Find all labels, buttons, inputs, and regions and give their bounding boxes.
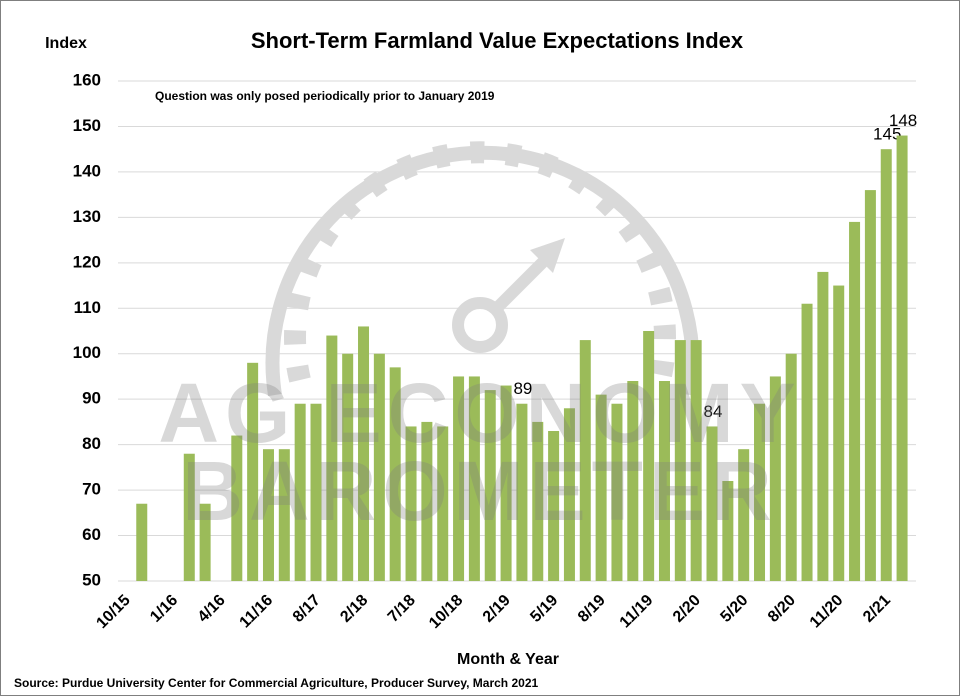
bar (247, 362, 259, 581)
watermark-arrow (530, 238, 565, 273)
data-label: 148 (889, 111, 917, 130)
source-note: Source: Purdue University Center for Com… (14, 676, 538, 690)
chart-title: Short-Term Farmland Value Expectations I… (251, 28, 744, 53)
watermark-rim (265, 145, 700, 397)
bar (643, 331, 655, 581)
bar (294, 403, 306, 581)
bar (358, 326, 370, 581)
y-tick-label: 70 (82, 480, 101, 499)
watermark (265, 141, 700, 397)
bar (849, 221, 861, 581)
bar (785, 353, 797, 581)
bar (611, 403, 623, 581)
data-label: 84 (704, 402, 723, 421)
watermark-hub (452, 297, 508, 353)
watermark-gauge (284, 141, 676, 383)
bar (738, 449, 750, 581)
annotation: Question was only posed periodically pri… (155, 89, 495, 103)
y-tick-label: 60 (82, 525, 101, 544)
bar (627, 381, 639, 581)
bar (437, 426, 449, 581)
bar (421, 421, 433, 581)
bar (136, 503, 148, 581)
y-tick-label: 150 (73, 116, 101, 135)
bar (563, 408, 575, 581)
bar (674, 340, 686, 581)
y-tick-label: 50 (82, 570, 101, 589)
bar (595, 394, 607, 581)
bar (326, 335, 338, 581)
watermark-word: AG ECONOMY (158, 366, 801, 460)
bar (864, 190, 876, 581)
bar (500, 385, 512, 581)
bar (833, 285, 845, 581)
bar (690, 340, 702, 581)
bar (389, 367, 401, 581)
bar (801, 303, 813, 581)
bar (532, 421, 544, 581)
bar (658, 381, 670, 581)
y-tick-label: 90 (82, 389, 101, 408)
bar (199, 503, 211, 581)
y-tick-label: 140 (73, 161, 101, 180)
bar (880, 149, 892, 581)
bar (769, 376, 781, 581)
bar (405, 426, 417, 581)
bar (342, 353, 354, 581)
bar (262, 449, 274, 581)
bar (183, 453, 195, 581)
y-tick-label: 110 (74, 298, 101, 317)
y-axis-label: Index (45, 35, 87, 52)
bar (706, 426, 718, 581)
y-tick-label: 120 (73, 252, 101, 271)
bar (548, 431, 560, 581)
bar (373, 353, 385, 581)
data-label: 145 (873, 125, 901, 144)
y-tick-label: 130 (73, 207, 101, 226)
watermark-needle (490, 245, 560, 315)
bar (278, 449, 290, 581)
bar (231, 435, 243, 581)
bar (817, 271, 829, 581)
y-tick-label: 80 (82, 434, 101, 453)
bar (754, 403, 766, 581)
y-tick-label: 100 (73, 343, 101, 362)
bar (310, 403, 322, 581)
x-axis-label: Month & Year (457, 651, 559, 668)
watermark-word: BAROMETER (182, 444, 777, 538)
bar (484, 390, 496, 581)
bar (468, 376, 480, 581)
y-tick-label: 160 (73, 70, 101, 89)
bar (516, 403, 528, 581)
bar (453, 376, 465, 581)
bar (579, 340, 591, 581)
bar (896, 135, 908, 581)
data-label: 89 (513, 379, 532, 398)
bar (722, 481, 734, 581)
